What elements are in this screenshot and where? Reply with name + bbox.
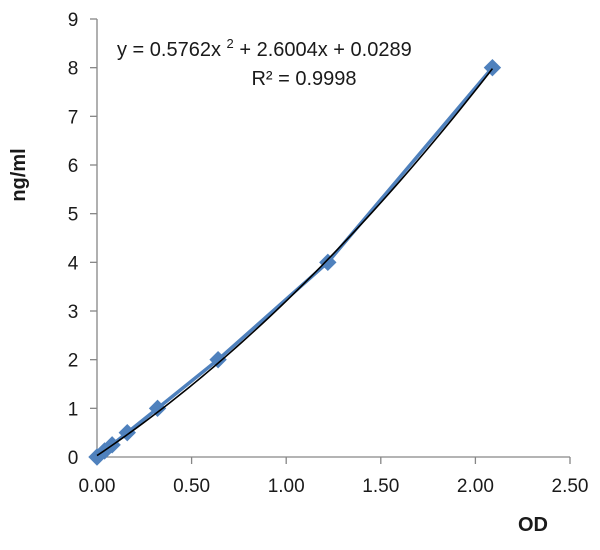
y-tick-label: 9	[68, 10, 79, 31]
y-axis-title: ng/ml	[8, 148, 30, 201]
trendline	[96, 68, 494, 457]
x-axis: 0.00 0.50 1.00 1.50 2.00 2.50	[79, 456, 589, 497]
x-tick-label: 0.50	[173, 476, 210, 497]
y-tick-marks	[90, 18, 97, 458]
y-tick-label: 4	[68, 253, 79, 274]
equation-main: y = 0.5762x	[117, 39, 221, 61]
y-tick-labels: 0 1 2 3 4 5 6 7 8 9	[68, 10, 79, 469]
y-tick-label: 0	[68, 448, 79, 469]
equation-rest: + 2.6004x + 0.0289	[239, 39, 411, 61]
data-point	[319, 253, 337, 272]
r-squared-label: R² = 0.9998	[251, 68, 356, 90]
data-point	[209, 350, 227, 369]
data-point	[483, 58, 502, 77]
series-line	[95, 66, 494, 459]
trendline-equation: y = 0.5762x 2 + 2.6004x + 0.0289	[117, 31, 412, 61]
y-tick-label: 2	[68, 351, 79, 372]
x-tick-label: 1.00	[268, 476, 305, 497]
y-tick-label: 1	[68, 399, 79, 420]
x-tick-labels: 0.00 0.50 1.00 1.50 2.00 2.50	[79, 476, 589, 497]
y-tick-label: 7	[68, 107, 79, 128]
equation-superscript: 2	[227, 36, 234, 51]
y-tick-label: 6	[68, 156, 79, 177]
x-tick-label: 1.50	[362, 476, 399, 497]
y-tick-label: 8	[68, 59, 79, 80]
y-tick-label: 5	[68, 205, 79, 226]
x-tick-label: 2.00	[457, 476, 494, 497]
y-axis: 0 1 2 3 4 5 6 7 8 9	[68, 10, 98, 469]
data-point	[148, 399, 167, 418]
data-series	[88, 58, 502, 466]
y-tick-label: 3	[68, 302, 79, 323]
x-tick-label: 2.50	[552, 476, 589, 497]
x-tick-marks	[96, 457, 571, 464]
x-axis-title: OD	[518, 514, 548, 536]
x-tick-label: 0.00	[79, 476, 116, 497]
